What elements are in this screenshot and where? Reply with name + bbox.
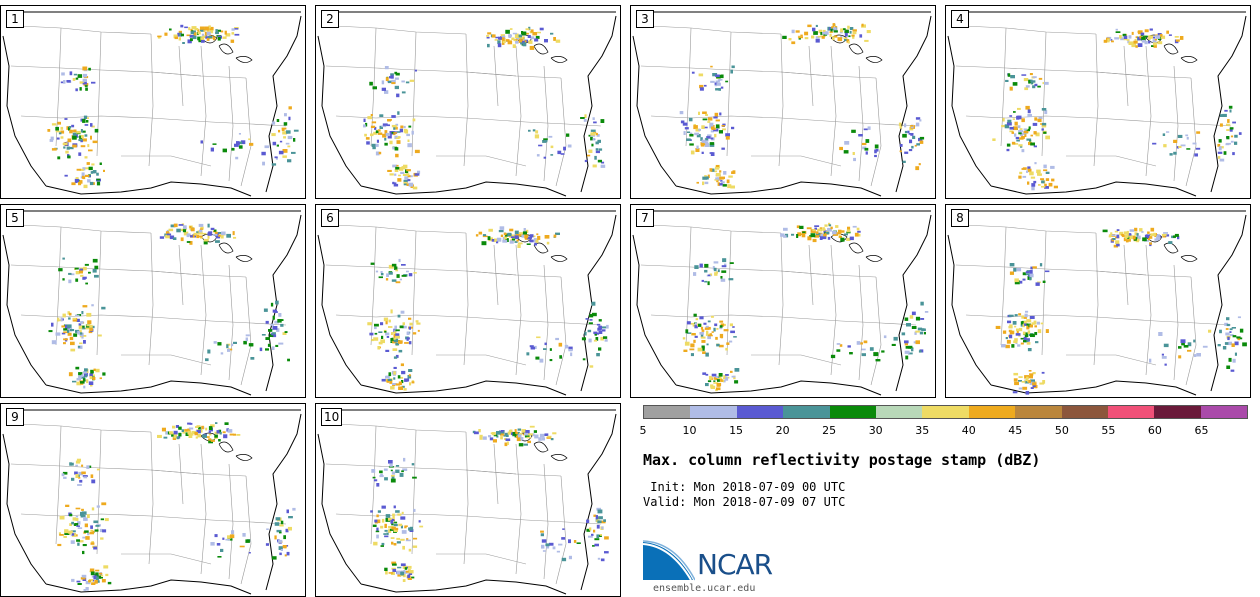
stamp-panel-4: 4: [945, 5, 1251, 199]
colorbar-tick-label: 25: [822, 424, 837, 437]
map-5: [2, 210, 302, 396]
valid-time: Valid: Mon 2018-07-09 07 UTC: [643, 495, 846, 509]
stamp-panel-5: 5: [0, 204, 306, 398]
stamp-panel-9: 9: [0, 403, 306, 597]
stamp-panel-10: 10: [315, 403, 621, 597]
ncar-logo[interactable]: NCAR: [643, 540, 793, 584]
colorbar-tick-label: 55: [1101, 424, 1116, 437]
ncar-swoosh-icon: [643, 540, 695, 581]
colorbar-segment: [829, 406, 876, 418]
colorbar-tick-label: 10: [682, 424, 697, 437]
map-2: [317, 11, 617, 197]
stamp-panel-7: 7: [630, 204, 936, 398]
colorbar-tick-label: 35: [915, 424, 930, 437]
member-label-7: 7: [636, 209, 654, 227]
colorbar-segment: [1200, 406, 1248, 418]
colorbar-segment: [644, 406, 691, 418]
map-10: [317, 409, 617, 595]
map-6: [317, 210, 617, 396]
colorbar-segment: [736, 406, 784, 418]
colorbar-segment: [875, 406, 923, 418]
colorbar-segment: [1107, 406, 1155, 418]
map-4: [947, 11, 1247, 197]
colorbar-segment: [783, 406, 830, 418]
colorbar-tick-label: 65: [1194, 424, 1209, 437]
colorbar-tick-label: 45: [1008, 424, 1023, 437]
member-label-1: 1: [6, 10, 24, 28]
member-label-10: 10: [321, 408, 343, 426]
colorbar-tick-label: 60: [1147, 424, 1162, 437]
reflectivity-colorbar: 5 10 15 20 25 30 35 40 45 50 55 60 65: [639, 405, 1248, 445]
ncar-logo-text: NCAR: [697, 548, 773, 581]
colorbar-tick-label: 50: [1054, 424, 1069, 437]
member-label-5: 5: [6, 209, 24, 227]
colorbar-tick-label: 5: [639, 424, 647, 437]
map-8: [947, 210, 1247, 396]
map-9: [2, 409, 302, 595]
colorbar-strip: [643, 405, 1248, 419]
colorbar-segment: [690, 406, 737, 418]
member-label-4: 4: [951, 10, 969, 28]
stamp-panel-2: 2: [315, 5, 621, 199]
colorbar-segment: [968, 406, 1016, 418]
member-label-2: 2: [321, 10, 339, 28]
colorbar-segment: [1015, 406, 1062, 418]
init-time: Init: Mon 2018-07-09 00 UTC: [643, 480, 846, 494]
map-3: [632, 11, 932, 197]
colorbar-segment: [1154, 406, 1201, 418]
member-label-8: 8: [951, 209, 969, 227]
colorbar-tick-label: 40: [961, 424, 976, 437]
colorbar-tick-label: 20: [775, 424, 790, 437]
colorbar-tick-label: 30: [868, 424, 883, 437]
map-7: [632, 210, 932, 396]
stamp-panel-6: 6: [315, 204, 621, 398]
colorbar-tick-label: 15: [729, 424, 744, 437]
member-label-3: 3: [636, 10, 654, 28]
member-label-9: 9: [6, 408, 24, 426]
stamp-panel-1: 1: [0, 5, 306, 199]
page-title: Max. column reflectivity postage stamp (…: [643, 451, 1041, 469]
map-1: [2, 11, 302, 197]
stamp-panel-8: 8: [945, 204, 1251, 398]
member-label-6: 6: [321, 209, 339, 227]
stamp-panel-3: 3: [630, 5, 936, 199]
site-url[interactable]: ensemble.ucar.edu: [653, 583, 756, 594]
colorbar-segment: [922, 406, 969, 418]
colorbar-segment: [1061, 406, 1108, 418]
